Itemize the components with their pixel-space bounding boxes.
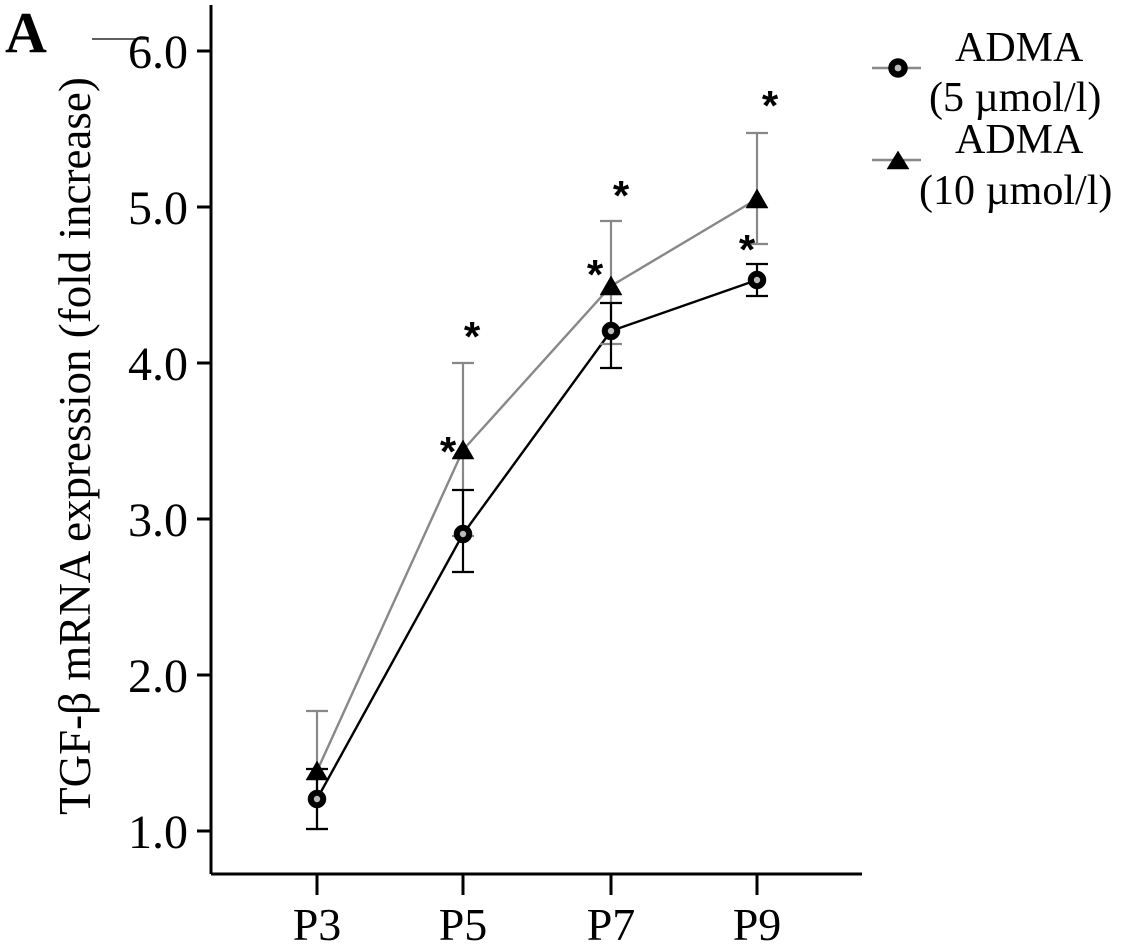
svg-text:2.0: 2.0 <box>128 650 188 703</box>
svg-text:(5 µmol/l): (5 µmol/l) <box>929 75 1101 121</box>
svg-text:*: * <box>464 313 481 360</box>
svg-text:*: * <box>739 226 756 273</box>
svg-text:TGF-β mRNA expression (fold in: TGF-β mRNA expression (fold increase) <box>50 77 100 815</box>
svg-text:*: * <box>762 82 779 129</box>
svg-text:A: A <box>5 0 47 65</box>
svg-text:*: * <box>440 428 457 475</box>
svg-text:5.0: 5.0 <box>128 182 188 235</box>
svg-text:(10 µmol/l): (10 µmol/l) <box>919 168 1112 214</box>
svg-text:*: * <box>613 172 630 219</box>
svg-text:P3: P3 <box>293 899 342 947</box>
svg-text:ADMA: ADMA <box>955 25 1084 71</box>
svg-text:ADMA: ADMA <box>955 117 1084 163</box>
svg-text:3.0: 3.0 <box>128 494 188 547</box>
svg-text:P9: P9 <box>733 899 782 947</box>
svg-text:*: * <box>587 251 604 298</box>
svg-text:4.0: 4.0 <box>128 338 188 391</box>
svg-text:P5: P5 <box>439 899 488 947</box>
svg-text:P7: P7 <box>587 899 636 947</box>
svg-text:6.0: 6.0 <box>128 26 188 79</box>
svg-text:1.0: 1.0 <box>128 806 188 859</box>
